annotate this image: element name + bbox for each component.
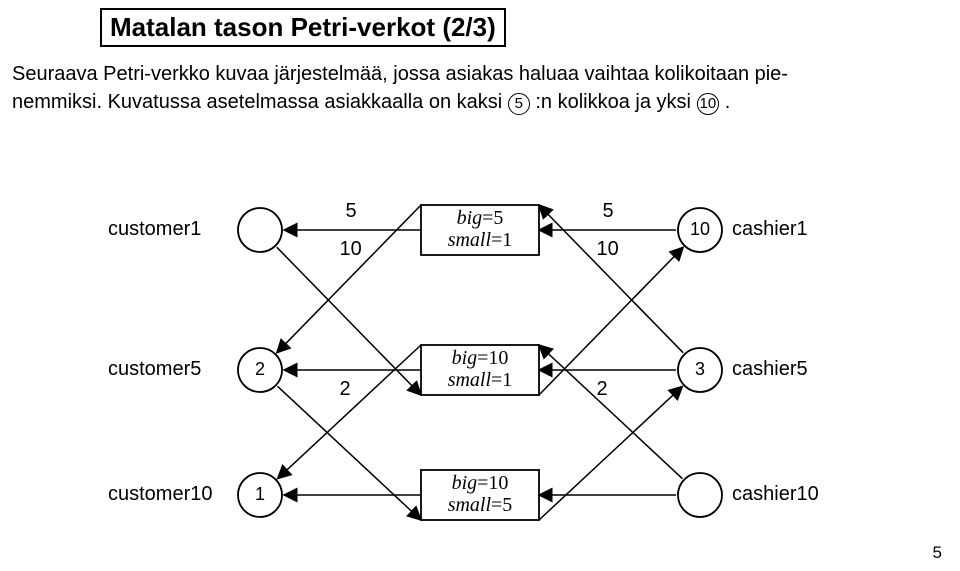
edge-in-bot-1: 2 — [340, 378, 351, 401]
transition-label-2: big=10small=5 — [421, 472, 539, 516]
edge-out-bot-0: 10 — [597, 238, 619, 261]
cashier-tokens-1: 3 — [687, 359, 713, 380]
edge-out-top-0: 5 — [603, 200, 614, 223]
customer-tokens-2: 1 — [250, 484, 270, 505]
customer-label-2: customer10 — [108, 483, 213, 506]
edge-in-top-0: 5 — [346, 200, 357, 223]
cashier-label-0: cashier1 — [732, 218, 808, 241]
transition-label-1: big=10small=1 — [421, 347, 539, 391]
customer-label-1: customer5 — [108, 358, 201, 381]
customer-label-0: customer1 — [108, 218, 201, 241]
page-number: 5 — [933, 543, 942, 563]
edge-out-bot-1: 2 — [597, 378, 608, 401]
edge-in-bot-0: 10 — [340, 238, 362, 261]
customer-tokens-1: 2 — [250, 359, 270, 380]
cashier-label-2: cashier10 — [732, 483, 819, 506]
cashier-tokens-0: 10 — [687, 219, 713, 240]
transition-label-0: big=5small=1 — [421, 207, 539, 251]
cashier-label-1: cashier5 — [732, 358, 808, 381]
